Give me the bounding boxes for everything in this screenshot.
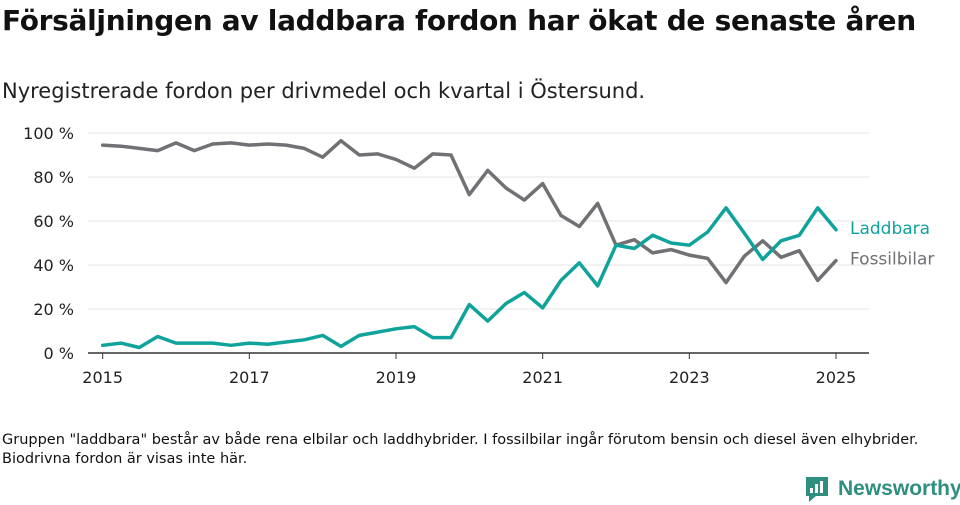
x-tick-label: 2023 [669, 368, 710, 387]
brand-name: Newsworthy [838, 477, 960, 500]
chart-subtitle: Nyregistrerade fordon per drivmedel och … [2, 79, 646, 103]
newsworthy-logo-icon [806, 477, 828, 502]
x-tick-label: 2025 [816, 368, 857, 387]
series-lines [100, 138, 838, 350]
series-line-laddbara [100, 206, 838, 350]
y-tick-label: 0 % [44, 344, 74, 363]
x-axis [88, 352, 869, 359]
brand-logo[interactable]: Newsworthy [804, 474, 960, 504]
footnote: Gruppen "laddbara" består av både rena e… [2, 432, 919, 467]
end-labels: Laddbara Fossilbilar [850, 219, 934, 270]
legend-label-fossilbilar: Fossilbilar [850, 250, 934, 270]
x-tick-label: 2015 [82, 368, 123, 387]
line-chart: 0 % 20 % 40 % 60 % 80 % 100 % 2015 2017 2019 2021… [23, 124, 934, 387]
y-tick-label: 20 % [33, 300, 74, 319]
y-tick-label: 100 % [23, 124, 74, 143]
y-tick-label: 40 % [33, 256, 74, 275]
series-line-fossilbilar [100, 138, 838, 285]
y-tick-label: 80 % [33, 168, 74, 187]
chart-title: Försäljningen av laddbara fordon har öka… [2, 4, 916, 37]
x-tick-label: 2019 [376, 368, 417, 387]
y-tick-label: 60 % [33, 212, 74, 231]
x-tick-label: 2017 [229, 368, 270, 387]
x-tick-label: 2021 [522, 368, 563, 387]
grid-lines [88, 132, 869, 310]
tick-labels: 0 % 20 % 40 % 60 % 80 % 100 % 2015 2017 2019 2021… [23, 124, 856, 387]
legend-label-laddbara: Laddbara [850, 219, 930, 239]
